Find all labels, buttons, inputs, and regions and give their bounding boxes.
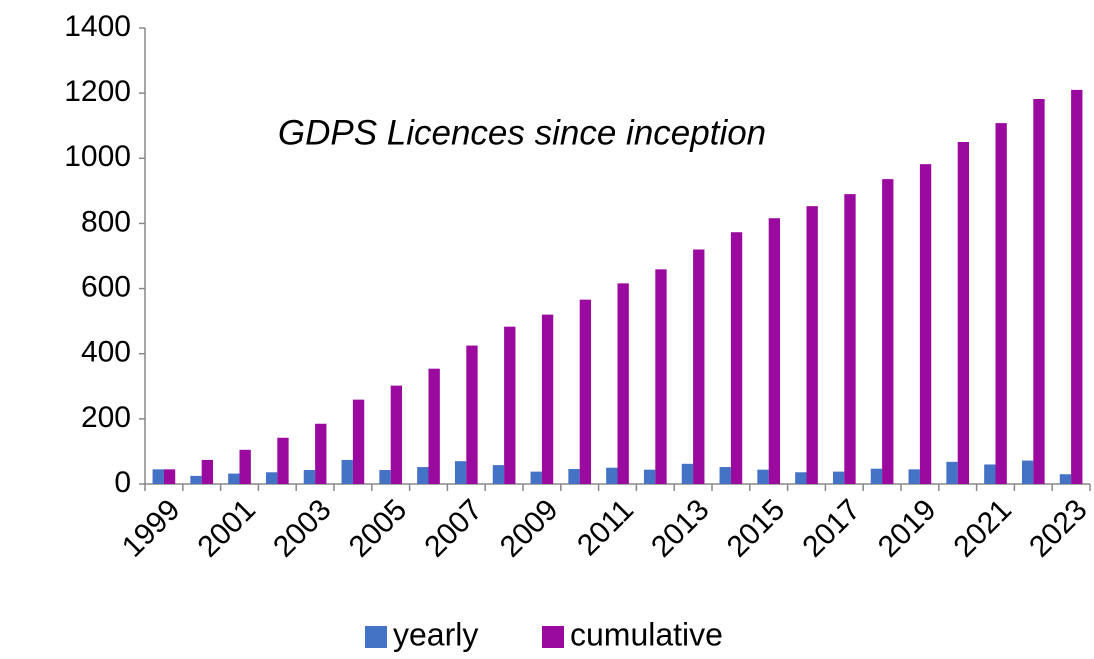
y-tick-label: 1000 [64, 140, 131, 173]
bar [492, 465, 505, 484]
x-tick-label: 2001 [192, 493, 263, 564]
bar [757, 469, 769, 484]
bar [417, 467, 429, 484]
bar [655, 269, 667, 484]
bar [995, 123, 1007, 484]
y-tick-label: 1400 [64, 10, 131, 43]
bar [1071, 89, 1083, 484]
bar [946, 461, 958, 484]
bar [152, 469, 164, 484]
bar [844, 194, 856, 484]
bar [806, 206, 818, 484]
bar [277, 437, 289, 484]
x-tick-label: 2005 [343, 493, 414, 564]
bar [832, 471, 845, 484]
bar [390, 385, 403, 484]
x-tick-label: 2009 [494, 493, 565, 564]
bar [579, 299, 592, 484]
bar [984, 464, 996, 484]
x-tick-label: 1999 [116, 493, 187, 564]
bar [643, 469, 656, 484]
x-tick-label: 2023 [1023, 493, 1094, 564]
x-tick-label: 2019 [872, 493, 943, 564]
bar [454, 461, 467, 484]
legend-label: yearly [393, 616, 478, 652]
x-tick-label: 2013 [645, 493, 716, 564]
bar [341, 459, 353, 484]
y-tick-label: 600 [81, 270, 131, 303]
bar [201, 459, 214, 484]
bar [190, 475, 202, 484]
bar [466, 345, 478, 484]
y-tick-label: 800 [81, 205, 131, 238]
bar [541, 314, 554, 484]
y-tick-label: 0 [114, 466, 131, 499]
x-tick-label: 2007 [418, 493, 489, 564]
bar [163, 469, 176, 484]
bar [1059, 474, 1072, 484]
bar [730, 232, 743, 484]
legend-swatch [542, 626, 564, 648]
legend-swatch [365, 626, 387, 648]
x-tick-label: 2021 [948, 493, 1019, 564]
bar [795, 472, 807, 484]
x-tick-label: 2003 [267, 493, 338, 564]
y-tick-label: 400 [81, 336, 131, 369]
bar [919, 164, 932, 485]
bar [1033, 99, 1045, 485]
bar [379, 469, 391, 484]
x-tick-label: 2015 [721, 493, 792, 564]
bar [504, 326, 516, 484]
bar [239, 449, 251, 484]
bar [428, 368, 440, 484]
bar [530, 471, 542, 484]
bar [957, 142, 970, 484]
bar [352, 399, 365, 484]
bar [606, 467, 618, 484]
bar [908, 469, 920, 484]
y-tick-label: 1200 [64, 75, 131, 108]
bar [315, 423, 327, 484]
bar [693, 249, 705, 484]
bar [303, 469, 316, 484]
bar [265, 472, 278, 484]
bar [228, 473, 240, 484]
bar [719, 467, 731, 484]
bar [870, 468, 883, 484]
legend-label: cumulative [570, 616, 723, 652]
x-tick-label: 2017 [796, 493, 867, 564]
chart-title: GDPS Licences since inception [278, 113, 766, 152]
bar [768, 218, 781, 484]
bar [681, 463, 694, 484]
y-tick-label: 200 [81, 401, 131, 434]
bar [568, 469, 580, 484]
bar [1021, 460, 1034, 484]
bar [882, 179, 894, 485]
bar [617, 283, 629, 484]
x-tick-label: 2011 [571, 493, 640, 562]
